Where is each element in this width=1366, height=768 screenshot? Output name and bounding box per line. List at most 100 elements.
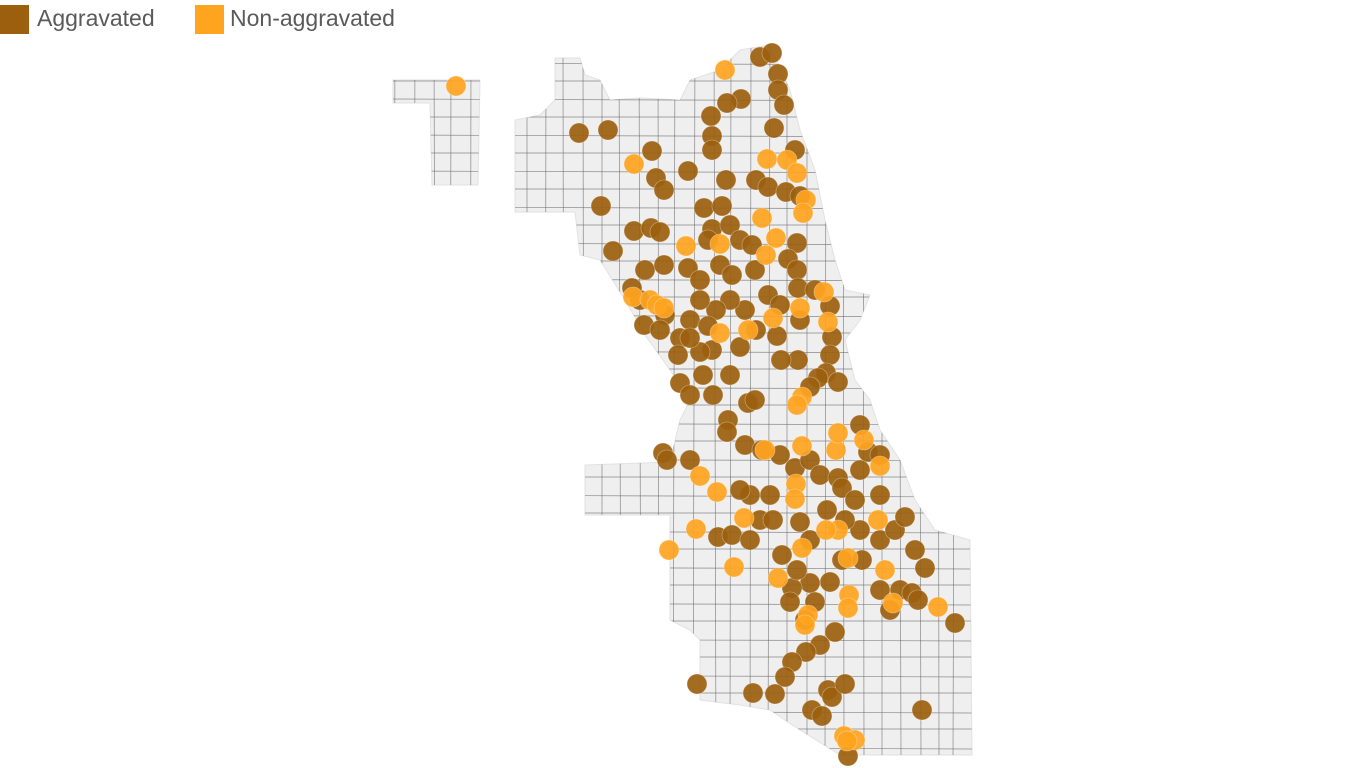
incident-dot bbox=[794, 614, 816, 636]
incident-dot bbox=[837, 597, 859, 619]
incident-dot bbox=[701, 139, 723, 161]
incident-dot bbox=[811, 705, 833, 727]
incident-dot bbox=[869, 529, 891, 551]
incident-dot bbox=[831, 477, 853, 499]
incident-dot bbox=[723, 556, 745, 578]
incident-dot bbox=[568, 122, 590, 144]
incident-dot bbox=[729, 336, 751, 358]
incident-dot bbox=[590, 195, 612, 217]
incident-dot bbox=[827, 422, 849, 444]
incident-dot bbox=[649, 319, 671, 341]
incident-dot bbox=[597, 119, 619, 141]
incident-dot bbox=[791, 537, 813, 559]
incident-dot bbox=[944, 612, 966, 634]
incident-dot bbox=[762, 307, 784, 329]
street bbox=[412, 45, 416, 755]
incident-dot bbox=[711, 195, 733, 217]
incident-dot bbox=[622, 286, 644, 308]
incident-dot bbox=[836, 730, 858, 752]
incident-dot bbox=[721, 264, 743, 286]
incident-dot bbox=[786, 162, 808, 184]
incident-dot bbox=[764, 683, 786, 705]
incident-layer bbox=[445, 42, 966, 767]
incident-dot bbox=[653, 297, 675, 319]
incident-dot bbox=[677, 160, 699, 182]
incident-dot bbox=[869, 484, 891, 506]
incident-dot bbox=[656, 449, 678, 471]
street bbox=[973, 40, 975, 760]
incident-dot bbox=[679, 327, 701, 349]
incident-dot bbox=[757, 176, 779, 198]
incident-dot bbox=[716, 421, 738, 443]
incident-dot bbox=[756, 148, 778, 170]
incident-dot bbox=[744, 259, 766, 281]
incident-dot bbox=[675, 235, 697, 257]
incident-dot bbox=[834, 673, 856, 695]
incident-dot bbox=[667, 344, 689, 366]
incident-dot bbox=[874, 559, 896, 581]
incident-dot bbox=[911, 699, 933, 721]
incident-dot bbox=[789, 511, 811, 533]
incident-dot bbox=[719, 214, 741, 236]
incident-dot bbox=[741, 234, 763, 256]
incident-dot bbox=[762, 509, 784, 531]
incident-dot bbox=[795, 641, 817, 663]
incident-dot bbox=[815, 519, 837, 541]
incident-dot bbox=[653, 254, 675, 276]
incident-dot bbox=[907, 589, 929, 611]
incident-dot bbox=[742, 682, 764, 704]
incident-dot bbox=[649, 221, 671, 243]
incident-dot bbox=[761, 42, 783, 64]
incident-dot bbox=[689, 269, 711, 291]
incident-dot bbox=[763, 117, 785, 139]
incident-dot bbox=[849, 459, 871, 481]
incident-dot bbox=[767, 567, 789, 589]
incident-dot bbox=[816, 499, 838, 521]
incident-dot bbox=[914, 557, 936, 579]
incident-dot bbox=[882, 592, 904, 614]
street bbox=[393, 62, 972, 66]
incident-dot bbox=[689, 465, 711, 487]
incident-dot bbox=[786, 394, 808, 416]
legend: Aggravated Non-aggravated bbox=[0, 5, 395, 34]
incident-dot bbox=[623, 220, 645, 242]
incident-dot bbox=[927, 596, 949, 618]
incident-dot bbox=[759, 484, 781, 506]
incident-dot bbox=[791, 435, 813, 457]
incident-dot bbox=[754, 439, 776, 461]
incident-dot bbox=[819, 571, 841, 593]
incident-dot bbox=[715, 169, 737, 191]
incident-dot bbox=[837, 547, 859, 569]
incident-dot bbox=[679, 384, 701, 406]
incident-dot bbox=[709, 322, 731, 344]
incident-dot bbox=[702, 384, 724, 406]
incident-dot bbox=[744, 389, 766, 411]
incident-dot bbox=[693, 197, 715, 219]
incident-dot bbox=[679, 309, 701, 331]
incident-dot bbox=[641, 140, 663, 162]
incident-dot bbox=[700, 105, 722, 127]
incident-dot bbox=[714, 59, 736, 81]
incident-dot bbox=[719, 364, 741, 386]
incident-dot bbox=[734, 299, 756, 321]
incident-dot bbox=[869, 455, 891, 477]
incident-dot bbox=[445, 75, 467, 97]
incident-dot bbox=[844, 489, 866, 511]
incident-dot bbox=[692, 364, 714, 386]
incident-dot bbox=[774, 666, 796, 688]
incident-dot bbox=[685, 518, 707, 540]
incident-dot bbox=[729, 479, 751, 501]
incident-dot bbox=[853, 429, 875, 451]
incident-dot bbox=[686, 673, 708, 695]
legend-label: Aggravated bbox=[37, 5, 155, 31]
incident-dot bbox=[771, 544, 793, 566]
incident-dot bbox=[653, 179, 675, 201]
legend-label: Non-aggravated bbox=[230, 5, 395, 31]
incident-dot bbox=[849, 519, 871, 541]
incident-dot bbox=[602, 240, 624, 262]
incident-dot bbox=[867, 509, 889, 531]
legend-swatch bbox=[0, 5, 29, 34]
incident-dot bbox=[786, 232, 808, 254]
incident-dot bbox=[737, 319, 759, 341]
